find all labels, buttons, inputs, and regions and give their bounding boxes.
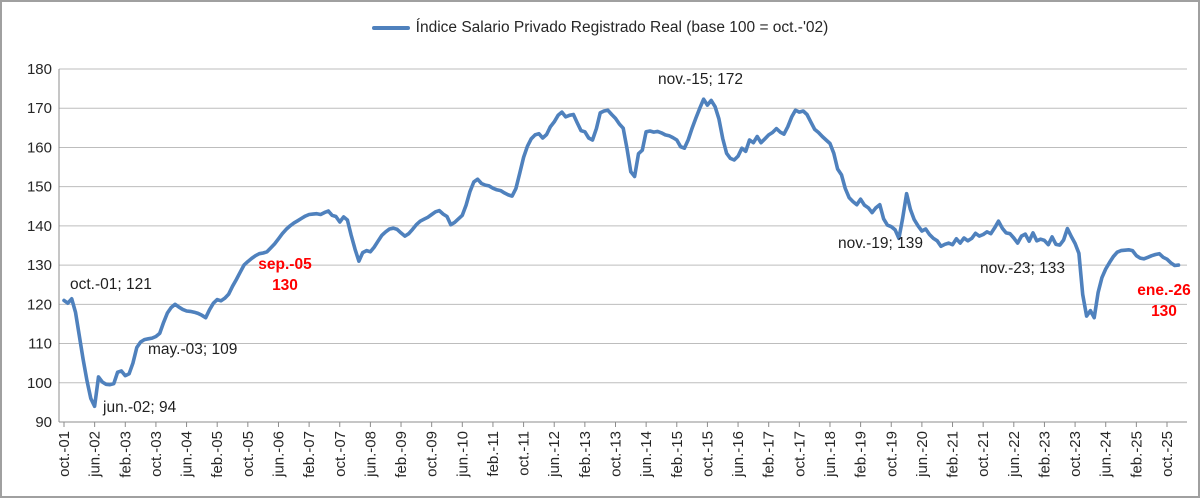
x-tick-label: jun.-14 [638,431,655,478]
annotation-nov-15-172: nov.-15; 172 [658,70,768,90]
x-tick-label: jun.-08 [362,431,379,478]
y-axis-label: 120 [27,296,52,313]
y-axis-label: 160 [27,139,52,156]
x-tick-label: feb.-19 [853,431,870,478]
x-tick-label: oct.-21 [975,431,992,477]
x-tick-label: oct.-09 [424,431,441,477]
x-tick-label: feb.-07 [301,431,318,478]
x-tick-label: feb.-25 [1128,431,1145,478]
legend: Índice Salario Privado Registrado Real (… [2,19,1198,37]
y-axis-label: 110 [28,336,52,353]
x-tick-label: jun.-04 [179,431,196,478]
x-tick-label: oct.-25 [1159,431,1176,477]
x-tick-label: oct.-05 [240,431,257,477]
x-tick-label: oct.-17 [791,431,808,477]
annotation-may-03-109: may.-03; 109 [148,340,258,360]
x-tick-label: jun.-10 [454,431,471,478]
x-tick-label: oct.-07 [332,431,349,477]
x-tick-label: jun.-24 [1098,431,1115,478]
x-tick-label: feb.-15 [669,431,686,478]
legend-line-swatch [371,26,410,30]
annotation-nov-23-133: nov.-23; 133 [980,259,1092,279]
annotation-line: jun.-02; 94 [103,399,177,416]
annotation-line: nov.-23; 133 [980,260,1066,277]
annotation-line: nov.-19; 139 [838,235,924,252]
annotation-line: may.-03; 109 [148,341,238,358]
y-axis-label: 90 [35,414,52,431]
y-axis-label: 150 [27,179,52,196]
annotation-line: nov.-15; 172 [658,71,744,88]
x-tick-label: jun.-02 [87,431,104,478]
x-tick-label: oct.-15 [699,431,716,477]
x-tick-label: feb.-13 [577,431,594,478]
annotation-line: 130 [1151,303,1177,320]
annotation-line: oct.-01; 121 [70,276,152,293]
annotation-line: 130 [272,277,298,294]
annotation-oct-01-121: oct.-01; 121 [70,275,180,295]
x-tick-label: oct.-01 [56,431,73,477]
x-tick-label: jun.-12 [546,431,563,478]
x-tick-label: jun.-20 [914,431,931,478]
x-tick-label: oct.-19 [883,431,900,477]
x-tick-label: feb.-21 [945,431,962,478]
x-tick-label: oct.-03 [148,431,165,477]
y-axis-label: 100 [27,375,52,392]
annotation-nov-19-139: nov.-19; 139 [838,234,950,254]
x-tick-label: oct.-13 [608,431,625,477]
annotation-line: sep.-05 [258,256,312,273]
x-tick-label: jun.-06 [270,431,287,478]
x-tick-label: feb.-11 [485,431,502,477]
annotation-sep-05: sep.-05 130 [244,254,326,296]
x-tick-label: oct.-23 [1067,431,1084,477]
x-tick-label: jun.-22 [1006,431,1023,478]
x-tick-label: oct.-11 [516,431,533,476]
y-axis-label: 130 [27,257,52,274]
series-line [62,97,1181,409]
y-axis-label: 140 [27,218,52,235]
x-tick-label: feb.-03 [117,431,134,478]
annotation-ene-26: ene.-26 130 [1132,280,1196,322]
x-tick-label: feb.-17 [761,431,778,478]
x-tick-label: feb.-23 [1036,431,1053,478]
legend-label: Índice Salario Privado Registrado Real (… [415,19,829,36]
y-axis-label: 170 [27,100,52,117]
y-axis-label: 180 [27,61,52,78]
x-tick-label: jun.-16 [730,431,747,478]
x-tick-label: jun.-18 [822,431,839,478]
annotation-line: ene.-26 [1137,282,1191,299]
annotation-jun-02-94: jun.-02; 94 [103,398,203,418]
x-tick-label: feb.-05 [209,431,226,478]
x-tick-label: feb.-09 [393,431,410,478]
